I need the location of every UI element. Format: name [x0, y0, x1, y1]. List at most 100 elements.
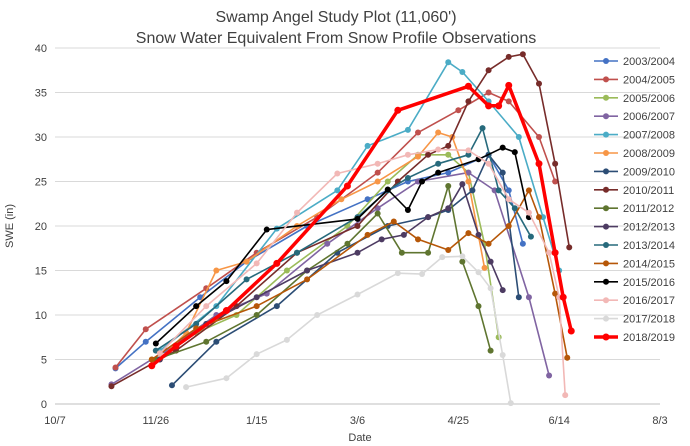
data-point	[344, 240, 351, 247]
legend-label: 2015/2016	[623, 277, 675, 289]
chart-title-line2: Snow Water Equivalent From Snow Profile …	[136, 30, 536, 47]
data-point	[374, 210, 381, 217]
legend-label: 2011/2012	[623, 203, 674, 215]
data-point	[445, 151, 452, 158]
y-axis-ticks: 0 5 10 15 20 25 30 35 40	[35, 43, 47, 411]
data-point	[445, 169, 452, 176]
data-point	[505, 98, 512, 105]
data-point	[459, 181, 466, 188]
data-point	[527, 233, 534, 240]
data-point	[485, 160, 492, 167]
series-line	[159, 61, 560, 352]
data-point	[505, 187, 512, 194]
legend-label: 2016/2017	[623, 295, 675, 307]
data-point	[485, 67, 492, 74]
data-point	[223, 375, 230, 382]
data-point	[499, 287, 506, 294]
data-point	[193, 320, 200, 327]
data-point	[464, 82, 472, 90]
data-point	[378, 236, 385, 243]
data-point	[415, 129, 421, 136]
data-point	[566, 244, 573, 251]
data-point	[465, 178, 472, 185]
data-point	[505, 223, 512, 229]
legend-label: 2008/2009	[623, 148, 675, 160]
data-point	[546, 249, 553, 256]
data-point	[394, 270, 401, 277]
data-point	[203, 338, 210, 345]
data-point	[481, 264, 488, 271]
legend-swatch-marker	[603, 205, 609, 212]
data-point	[374, 160, 381, 167]
data-point	[511, 149, 518, 156]
series-line	[159, 131, 486, 361]
data-point	[419, 271, 426, 278]
legend-swatch-marker	[603, 94, 609, 101]
data-point	[223, 278, 230, 285]
data-point	[515, 294, 522, 301]
data-point	[487, 347, 494, 354]
data-point	[515, 134, 522, 140]
data-point	[398, 249, 405, 256]
data-point	[525, 187, 532, 194]
series-2018-2019	[148, 81, 575, 370]
data-point	[334, 170, 341, 177]
data-point	[535, 160, 543, 168]
data-point	[172, 342, 180, 350]
data-point	[505, 53, 512, 60]
data-point	[551, 249, 559, 257]
data-point	[156, 350, 163, 357]
data-point	[404, 151, 411, 158]
data-point	[112, 364, 119, 371]
data-point	[495, 187, 502, 194]
data-point	[108, 383, 115, 390]
x-tick-label: 6/14	[548, 415, 569, 427]
data-point	[364, 196, 371, 203]
data-point	[459, 258, 466, 265]
data-point	[213, 267, 220, 274]
data-point	[148, 356, 155, 363]
legend-label: 2018/2019	[623, 332, 675, 344]
legend-label: 2009/2010	[623, 166, 675, 178]
legend-item: 2012/2013	[594, 222, 675, 234]
data-point	[435, 169, 442, 176]
data-point	[475, 231, 482, 238]
data-point	[525, 294, 532, 301]
data-point	[469, 187, 476, 194]
data-point	[485, 89, 492, 96]
legend-swatch-marker	[603, 186, 609, 193]
data-point	[465, 147, 472, 154]
legend-swatch-marker	[603, 168, 609, 175]
legend-swatch-marker	[603, 150, 609, 156]
y-tick-label: 35	[35, 88, 47, 100]
legend-item: 2017/2018	[594, 314, 675, 326]
data-point	[552, 290, 559, 297]
data-point	[400, 231, 407, 238]
data-point	[193, 303, 200, 310]
data-point	[475, 269, 482, 276]
data-point	[536, 214, 542, 221]
data-point	[562, 392, 569, 399]
x-tick-label: 4/25	[448, 415, 469, 427]
data-point	[142, 326, 149, 333]
data-point	[304, 276, 311, 283]
legend-swatch-marker	[603, 131, 609, 138]
data-point	[253, 351, 260, 358]
data-point	[465, 169, 472, 176]
data-point	[552, 160, 559, 167]
legend-swatch-marker	[603, 58, 609, 64]
data-point	[445, 247, 452, 254]
data-point	[487, 258, 494, 265]
series-line	[159, 183, 504, 361]
y-tick-label: 15	[35, 266, 47, 278]
data-point	[564, 354, 571, 361]
legend: 2003/2004 2004/2005 2005/2006 2006/2007 2007…	[594, 56, 675, 344]
legend-swatch-marker	[603, 297, 609, 304]
data-point	[213, 338, 220, 345]
data-point	[404, 126, 411, 133]
data-point	[364, 142, 371, 149]
y-tick-label: 10	[35, 310, 47, 322]
legend-label: 2007/2008	[623, 130, 675, 142]
legend-item: 2015/2016	[594, 277, 675, 289]
y-tick-label: 5	[41, 355, 47, 367]
